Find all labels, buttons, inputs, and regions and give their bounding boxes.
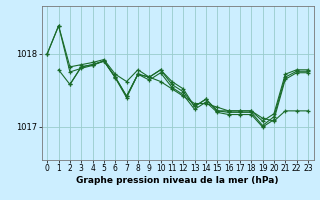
X-axis label: Graphe pression niveau de la mer (hPa): Graphe pression niveau de la mer (hPa) [76,176,279,185]
